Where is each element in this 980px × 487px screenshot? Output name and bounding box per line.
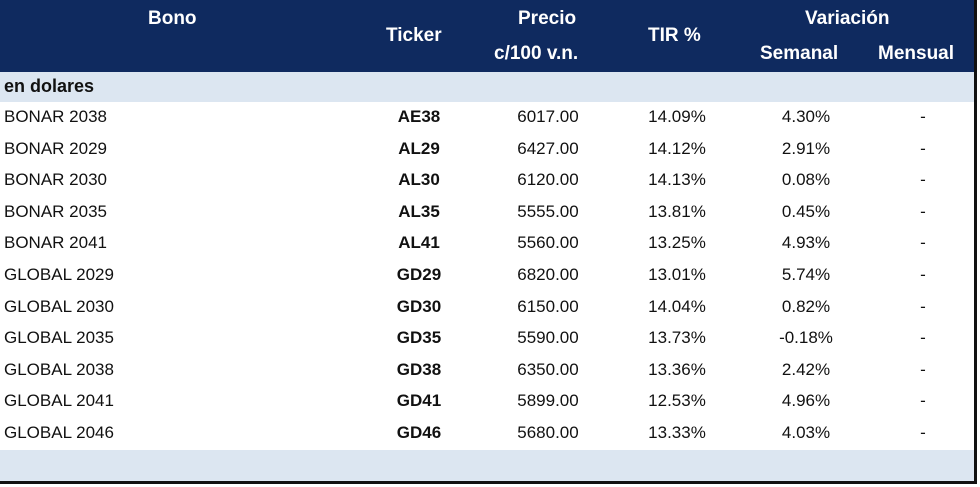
- ticker-cell: GD41: [396, 391, 442, 411]
- tir-cell: 13.25%: [648, 233, 706, 253]
- variacion-semanal-cell: 2.42%: [781, 359, 831, 379]
- ticker-cell: AL41: [398, 233, 440, 253]
- tir-cell: 14.04%: [648, 296, 706, 316]
- section-label: en dolares: [4, 76, 95, 96]
- bono-name-cell: BONAR 2041: [4, 233, 107, 253]
- ticker-cell: GD30: [396, 296, 442, 316]
- table-row: GLOBAL 2041 GD41 5899.00 12.53% 4.96% -: [0, 386, 974, 418]
- precio-cell: 5560.00: [517, 233, 579, 253]
- tir-cell: 13.36%: [648, 359, 706, 379]
- ticker-cell: GD29: [396, 264, 442, 284]
- table-header: Bono Ticker Precio c/100 v.n. TIR % Vari…: [0, 0, 974, 72]
- tir-cell: 12.53%: [648, 391, 706, 411]
- table-footer-band: [0, 450, 974, 481]
- precio-cell: 6150.00: [517, 296, 579, 316]
- ticker-cell: AL35: [398, 201, 440, 221]
- bono-name-cell: BONAR 2029: [4, 138, 107, 158]
- ticker-cell: AE38: [397, 107, 441, 126]
- variacion-mensual-cell: -: [920, 422, 926, 442]
- precio-cell: 6427.00: [517, 138, 579, 158]
- precio-cell: 6350.00: [517, 359, 579, 379]
- variacion-mensual-cell: -: [920, 201, 926, 221]
- variacion-mensual-cell: -: [920, 138, 926, 158]
- tir-cell: 13.73%: [648, 328, 706, 348]
- variacion-semanal-cell: 2.91%: [781, 138, 831, 158]
- bono-name-cell: GLOBAL 2035: [4, 328, 114, 348]
- variacion-semanal-cell: -0.18%: [779, 328, 833, 348]
- bono-name-cell: GLOBAL 2030: [4, 296, 114, 316]
- bono-name-cell: BONAR 2035: [4, 201, 107, 221]
- precio-cell: 6120.00: [517, 170, 579, 190]
- ticker-cell: AL30: [398, 170, 440, 190]
- variacion-semanal-cell: 0.82%: [781, 296, 831, 316]
- variacion-mensual-cell: -: [920, 107, 926, 126]
- variacion-mensual-cell: -: [920, 264, 926, 284]
- variacion-semanal-cell: 4.96%: [781, 391, 831, 411]
- table-row: BONAR 2030 AL30 6120.00 14.13% 0.08% -: [0, 165, 974, 197]
- bono-name-cell: BONAR 2038: [4, 107, 107, 126]
- ticker-cell: GD38: [396, 359, 442, 379]
- header-semanal: Semanal: [760, 43, 839, 64]
- table-body: BONAR 2038 AE38 6017.00 14.09% 4.30% - BONAR 2…: [0, 102, 974, 450]
- bono-name-cell: GLOBAL 2029: [4, 264, 114, 284]
- precio-cell: 5899.00: [517, 391, 579, 411]
- bono-name-cell: GLOBAL 2046: [4, 422, 114, 442]
- table-row: BONAR 2035 AL35 5555.00 13.81% 0.45% -: [0, 197, 974, 229]
- tir-cell: 13.33%: [648, 422, 706, 442]
- variacion-mensual-cell: -: [920, 359, 926, 379]
- table-row: GLOBAL 2046 GD46 5680.00 13.33% 4.03% -: [0, 418, 974, 450]
- tir-cell: 13.81%: [648, 201, 706, 221]
- precio-cell: 6820.00: [517, 264, 579, 284]
- table-row: BONAR 2038 AE38 6017.00 14.09% 4.30% -: [0, 102, 974, 134]
- header-mensual: Mensual: [878, 43, 955, 64]
- tir-cell: 14.09%: [648, 107, 706, 126]
- header-variacion: Variación: [805, 8, 890, 29]
- variacion-mensual-cell: -: [920, 233, 926, 253]
- bono-name-cell: GLOBAL 2038: [4, 359, 114, 379]
- table-row: GLOBAL 2029 GD29 6820.00 13.01% 5.74% -: [0, 260, 974, 292]
- variacion-semanal-cell: 4.30%: [781, 107, 831, 126]
- variacion-semanal-cell: 0.45%: [781, 201, 831, 221]
- header-tir: TIR %: [648, 25, 701, 46]
- precio-cell: 5680.00: [517, 422, 579, 442]
- variacion-semanal-cell: 0.08%: [781, 170, 831, 190]
- ticker-cell: GD35: [396, 328, 442, 348]
- bono-name-cell: GLOBAL 2041: [4, 391, 114, 411]
- header-precio-line2: c/100 v.n.: [494, 43, 579, 64]
- variacion-mensual-cell: -: [920, 170, 926, 190]
- variacion-semanal-cell: 4.93%: [781, 233, 831, 253]
- table-row: BONAR 2041 AL41 5560.00 13.25% 4.93% -: [0, 228, 974, 260]
- variacion-mensual-cell: -: [920, 296, 926, 316]
- precio-cell: 6017.00: [517, 107, 579, 126]
- variacion-mensual-cell: -: [920, 328, 926, 348]
- header-precio-line1: Precio: [518, 8, 577, 29]
- variacion-mensual-cell: -: [920, 391, 926, 411]
- ticker-cell: GD46: [396, 422, 442, 442]
- tir-cell: 13.01%: [648, 264, 706, 284]
- table-row: GLOBAL 2030 GD30 6150.00 14.04% 0.82% -: [0, 292, 974, 324]
- precio-cell: 5555.00: [517, 201, 579, 221]
- bono-name-cell: BONAR 2030: [4, 170, 107, 190]
- header-bono: Bono: [148, 8, 197, 29]
- tir-cell: 14.13%: [648, 170, 706, 190]
- tir-cell: 14.12%: [648, 138, 706, 158]
- precio-cell: 5590.00: [517, 328, 579, 348]
- variacion-semanal-cell: 4.03%: [781, 422, 831, 442]
- table-row: GLOBAL 2038 GD38 6350.00 13.36% 2.42% -: [0, 355, 974, 387]
- ticker-cell: AL29: [398, 138, 440, 158]
- table-row: GLOBAL 2035 GD35 5590.00 13.73% -0.18% -: [0, 323, 974, 355]
- header-ticker: Ticker: [386, 25, 442, 46]
- section-row: en dolares: [0, 72, 974, 102]
- variacion-semanal-cell: 5.74%: [781, 264, 831, 284]
- table-row: BONAR 2029 AL29 6427.00 14.12% 2.91% -: [0, 134, 974, 166]
